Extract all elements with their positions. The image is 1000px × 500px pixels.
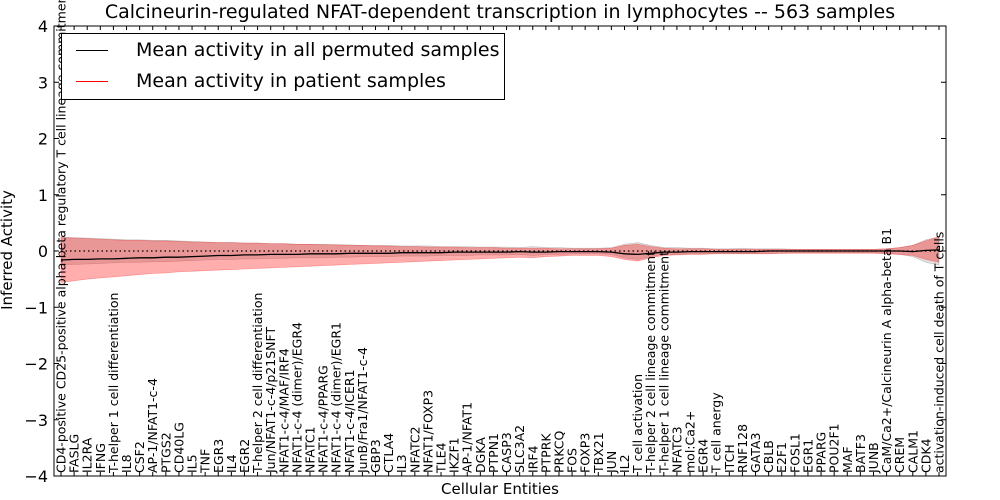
patient-mean-line (60, 249, 940, 261)
y-tick-label: −4 (24, 467, 48, 486)
x-tick-label: IL2 (617, 454, 632, 473)
x-tick-label: SLC3A2 (512, 425, 527, 473)
y-tick-label: −2 (24, 355, 48, 374)
x-tick-label: mol:Ca2+ (683, 411, 698, 473)
x-tick-label: T-helper 2 cell differentiation (250, 293, 265, 474)
x-tick-label: PPARG (814, 432, 829, 473)
x-tick-label: IL3 (394, 454, 409, 473)
legend-item-permuted: Mean activity in all permuted samples (76, 39, 499, 61)
legend-swatch-patient (76, 80, 108, 82)
x-tick-label: FOS (565, 448, 580, 473)
x-tick-label: IL4 (224, 454, 239, 473)
legend-label-patient: Mean activity in patient samples (136, 70, 446, 92)
y-tick-label: 0 (38, 242, 48, 261)
x-tick-label: T-helper 1 cell differentiation (106, 293, 121, 474)
x-tick-label: GBP3 (368, 439, 383, 473)
x-tick-label: BATF3 (853, 434, 868, 473)
y-tick-label: −3 (24, 411, 48, 430)
x-tick-label: NFAT1-c-4/ICER1 (342, 369, 357, 473)
x-tick-label: AP-1/NFAT1-c-4 (145, 378, 160, 473)
x-tick-label: TLE4 (434, 443, 449, 474)
legend-label-permuted: Mean activity in all permuted samples (136, 39, 500, 61)
x-tick-label: EGR3 (211, 439, 226, 473)
legend-item-patient: Mean activity in patient samples (76, 70, 446, 92)
x-tick-label: NFATC3 (669, 426, 684, 473)
x-tick-label: PTPN1 (486, 433, 501, 473)
y-tick-label: 3 (38, 73, 48, 92)
y-tick-label: 2 (38, 130, 48, 149)
x-tick-label: ITCH (722, 444, 737, 473)
permuted-band (60, 236, 940, 266)
x-tick-label: JUN (604, 451, 619, 474)
x-tick-label: NFAT1-c-4/MAF/IRF4 (276, 348, 291, 473)
x-tick-label: NFATC2 (407, 426, 422, 473)
x-tick-label: FASLG (67, 434, 82, 473)
x-tick-label: FOXP3 (578, 433, 593, 473)
x-tick-label: DGKA (473, 437, 488, 473)
x-tick-label: NFAT1/FOXP3 (420, 390, 435, 473)
x-tick-label: EGR1 (801, 439, 816, 473)
x-tick-label: MAF (840, 446, 855, 473)
x-tick-label: IL5 (185, 454, 200, 473)
x-tick-label: CD40LG (171, 422, 186, 473)
x-tick-label: FOSL1 (787, 433, 802, 473)
x-tick-label: NFAT1-c-4 (dimer)/EGR4 (289, 322, 304, 473)
x-tick-label: CaM/Ca2+/Calcineurin A alpha-beta B1 (879, 228, 894, 473)
x-tick-label: T-helper 2 cell lineage commitment (643, 251, 658, 474)
x-tick-label: activation-induced cell death of T cells (932, 232, 947, 473)
legend: Mean activity in all permuted samples Me… (61, 33, 505, 100)
x-tick-label: CTLA4 (381, 433, 396, 473)
x-axis-label: Cellular Entities (441, 480, 559, 498)
x-tick-label: IL2RA (80, 437, 95, 473)
x-tick-label: IL8 (119, 454, 134, 473)
x-tick-label: RNF128 (735, 424, 750, 473)
x-tick-label: Jun/NFAT1-c-4/p21SNFT (263, 327, 278, 474)
x-tick-label: IRF4 (525, 445, 540, 473)
y-axis-label: Inferred Activity (0, 190, 16, 310)
x-tick-label: POU2F1 (827, 423, 842, 473)
y-tick-label: 4 (38, 17, 48, 36)
x-tick-label: EGR4 (696, 439, 711, 473)
plot-area: −4 −3 −2 −1 0 1 2 3 4 CD4-positive CD25-positive … (24, 0, 947, 486)
x-tick-label: JunB/Fra1/NFAT1-c-4 (355, 347, 370, 474)
x-tick-label: EGR2 (237, 439, 252, 473)
x-tick-label: CASP3 (499, 432, 514, 473)
x-tick-label: PTPRK (538, 433, 553, 473)
x-tick-label: GATA3 (748, 433, 763, 473)
x-tick-label: AP-1/NFAT1 (460, 402, 475, 473)
x-tick-label: TBX21 (591, 432, 606, 474)
chart-title: Calcineurin-regulated NFAT-dependent tra… (105, 1, 895, 23)
x-tick-label: T cell anergy (709, 392, 724, 474)
x-tick-label: T-helper 1 cell lineage commitment (656, 251, 671, 474)
x-tick-label: E2F1 (774, 442, 789, 473)
x-tick-label: CD4-positive CD25-positive alpha-beta re… (54, 0, 69, 473)
x-tick-label: IKZF1 (447, 437, 462, 473)
x-tick-label: TNF (198, 449, 213, 474)
x-tick-label: CBLB (761, 440, 776, 473)
y-tick-label: −1 (24, 298, 48, 317)
patient-band (60, 236, 940, 283)
x-tick-label: NFAT1-c-4 (dimer)/EGR1 (329, 322, 344, 473)
x-tick-label: CALM1 (905, 430, 920, 473)
x-tick-label: IFNG (93, 443, 108, 473)
x-tick-label: PRKCQ (552, 431, 567, 473)
x-tick-label: CSF2 (132, 441, 147, 473)
x-tick-label: JUNB (866, 442, 881, 474)
x-tick-label: NFATC1 (303, 426, 318, 473)
legend-swatch-permuted (76, 49, 108, 51)
x-tick-label: PTGS2 (158, 432, 173, 473)
x-tick-label: T cell activation (630, 374, 645, 474)
y-tick-label: 1 (38, 186, 48, 205)
x-tick-label: NFAT1-c-4/PPARG (316, 365, 331, 473)
x-tick-label: CREM (892, 437, 907, 473)
x-tick-label: CDK4 (918, 438, 933, 473)
